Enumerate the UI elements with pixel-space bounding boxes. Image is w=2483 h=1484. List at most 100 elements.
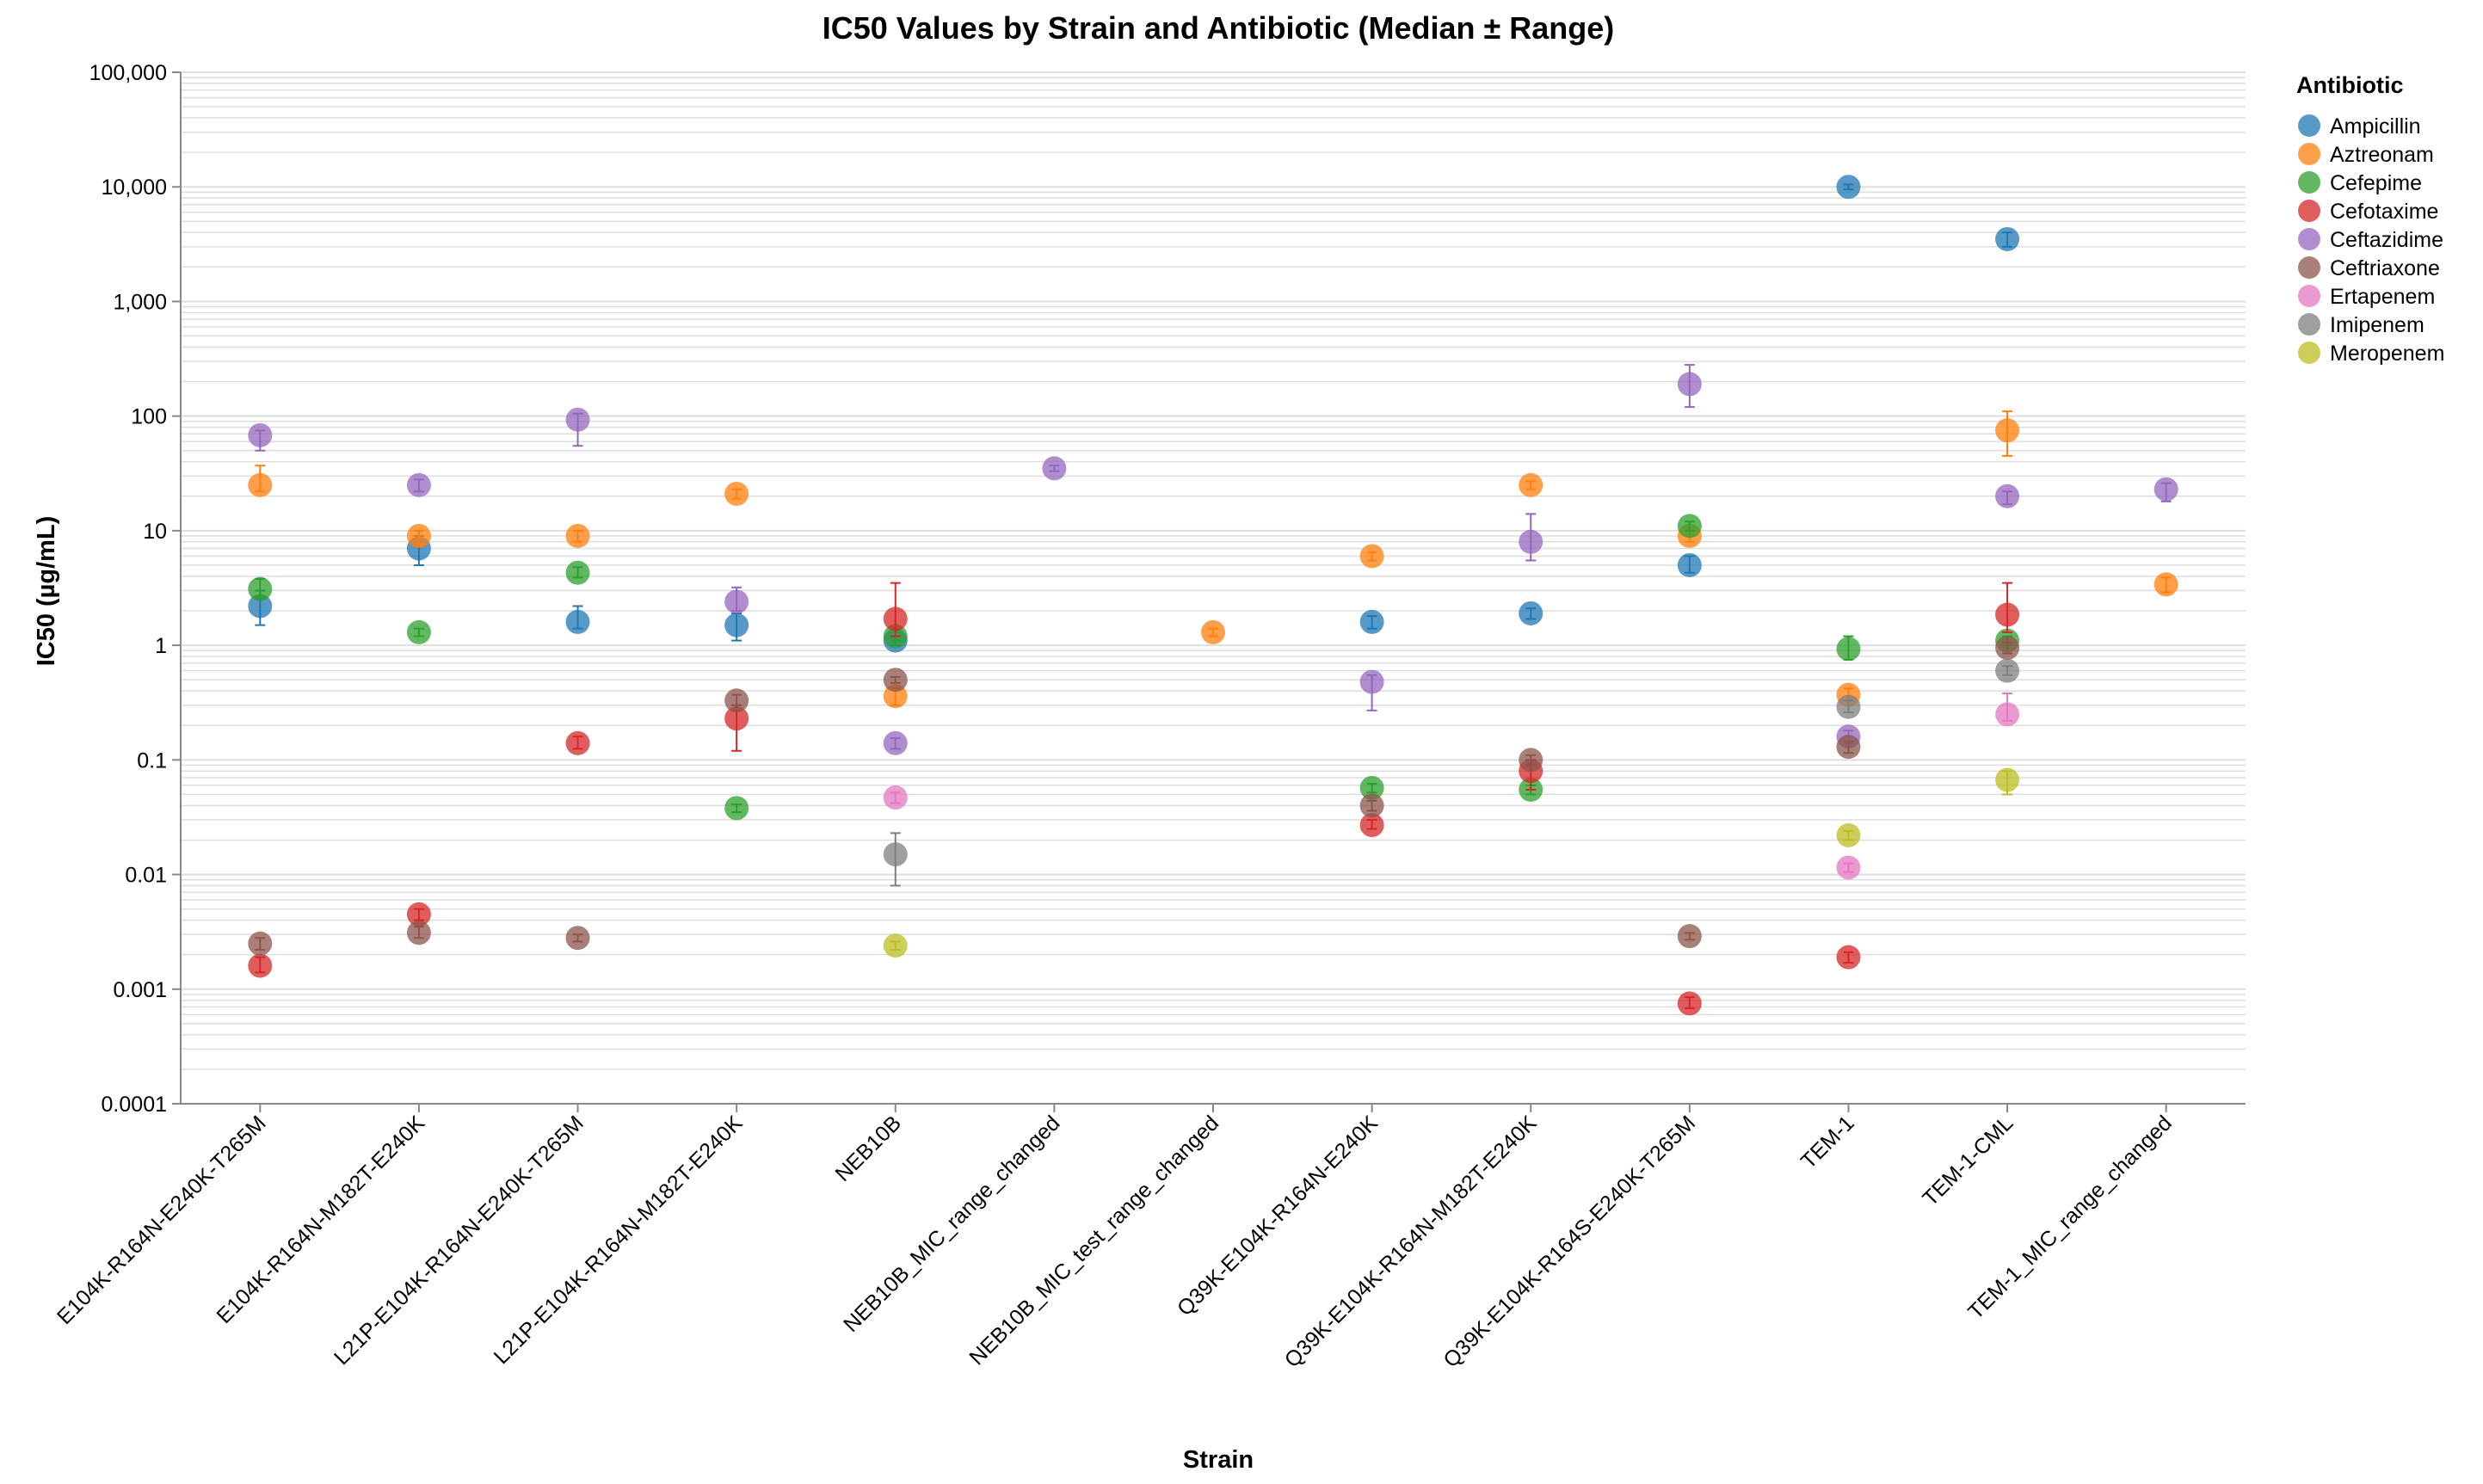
data-point	[565, 730, 590, 755]
data-point	[724, 706, 749, 731]
data-point	[406, 902, 431, 927]
legend-label: Imipenem	[2330, 313, 2424, 337]
legend-symbol	[2298, 256, 2320, 279]
legend-label: Ampicillin	[2330, 114, 2421, 139]
data-point	[565, 609, 590, 634]
legend-symbol	[2298, 285, 2320, 307]
legend: Antibiotic Ampicillin Aztreonam Cefepime Ce…	[2296, 72, 2444, 366]
data-point	[1201, 619, 1225, 644]
data-point	[565, 407, 590, 432]
legend-label: Cefotaxime	[2330, 200, 2438, 224]
y-tick-label: 1	[155, 634, 167, 658]
y-tick-label: 0.0001	[102, 1093, 167, 1117]
data-point	[1995, 767, 2020, 792]
data-point	[1519, 600, 1543, 625]
grid-layer	[181, 71, 2246, 1105]
data-point	[1995, 226, 2020, 251]
data-point	[248, 576, 273, 601]
data-point	[1995, 702, 2020, 727]
data-point	[248, 594, 273, 619]
data-point	[883, 668, 908, 693]
data-point	[724, 589, 749, 614]
data-point	[1359, 813, 1384, 838]
data-point	[565, 926, 590, 951]
data-point	[1359, 793, 1384, 818]
data-point	[406, 523, 431, 548]
data-point	[1836, 175, 1861, 200]
data-point	[406, 619, 431, 644]
y-axis-title: IC50 (µg/mL)	[33, 516, 60, 667]
x-tick-label: NEB10B	[830, 1111, 906, 1186]
data-point	[1677, 924, 1702, 949]
x-tick-label: L21P-E104K-R164N-M182T-E240K	[490, 1111, 748, 1369]
data-point	[406, 472, 431, 497]
data-point	[724, 688, 749, 713]
data-point	[1359, 609, 1384, 634]
legend-label: Aztreonam	[2330, 143, 2434, 167]
legend-label: Meropenem	[2330, 342, 2444, 366]
legend-symbol	[2298, 342, 2320, 364]
y-tick-label: 1,000	[113, 290, 167, 314]
data-point	[883, 607, 908, 631]
data-point	[1995, 418, 2020, 443]
y-tick-label: 10,000	[102, 175, 167, 200]
data-point	[1836, 637, 1861, 662]
data-point	[1359, 544, 1384, 569]
data-point	[1677, 552, 1702, 577]
data-point	[724, 613, 749, 637]
y-tick-label: 0.001	[113, 978, 167, 1002]
y-tick-label: 100,000	[89, 61, 167, 85]
legend-symbol	[2298, 114, 2320, 137]
data-point	[1677, 372, 1702, 397]
legend-label: Ceftazidime	[2330, 228, 2443, 252]
data-point	[1677, 991, 1702, 1016]
data-point	[1519, 472, 1543, 497]
x-tick-label: L21P-E104K-R164N-E240K-T265M	[330, 1111, 588, 1370]
data-point	[2153, 477, 2178, 502]
y-tick-label: 0.01	[125, 864, 167, 888]
legend-symbol	[2298, 143, 2320, 165]
x-tick-label: NEB10B_MIC_test_range_changed	[964, 1111, 1223, 1370]
data-point	[1359, 775, 1384, 800]
marks-layer	[248, 175, 2178, 1016]
data-point	[1995, 602, 2020, 627]
data-point	[1836, 735, 1861, 760]
data-point	[248, 422, 273, 447]
data-point	[724, 796, 749, 821]
data-point	[406, 921, 431, 945]
data-point	[883, 730, 908, 755]
data-point	[1836, 694, 1861, 719]
data-point	[1995, 658, 2020, 683]
data-point	[1836, 822, 1861, 847]
x-tick-label: Q39K-E104K-R164S-E240K-T265M	[1439, 1111, 1700, 1372]
legend-label: Cefepime	[2330, 171, 2422, 195]
data-point	[1995, 636, 2020, 661]
data-point	[883, 785, 908, 810]
data-point	[248, 931, 273, 956]
y-tick-label: 100	[131, 405, 167, 429]
axes-layer: 100,000 10,000 1,000 100 10 1 0.1 0.01 0.001 0.00…	[52, 61, 2246, 1372]
data-point	[2153, 572, 2178, 597]
legend-symbol	[2298, 228, 2320, 250]
data-point	[1042, 456, 1067, 481]
x-tick-label: Q39K-E104K-R164N-M182T-E240K	[1280, 1111, 1542, 1372]
data-point	[883, 933, 908, 958]
chart-title: IC50 Values by Strain and Antibiotic (Me…	[823, 10, 1615, 46]
data-point	[565, 523, 590, 548]
data-point	[1519, 529, 1543, 554]
data-point	[724, 481, 749, 506]
x-tick-label: TEM-1	[1796, 1111, 1859, 1173]
data-point	[565, 560, 590, 585]
x-axis-title: Strain	[1183, 1446, 1254, 1474]
data-point	[1836, 945, 1861, 970]
data-point	[1995, 483, 2020, 508]
data-point	[1836, 855, 1861, 880]
legend-title: Antibiotic	[2296, 72, 2403, 98]
data-point	[1519, 748, 1543, 773]
y-tick-label: 0.1	[137, 748, 167, 773]
data-point	[248, 953, 273, 978]
legend-symbol	[2298, 200, 2320, 222]
data-point	[1359, 669, 1384, 694]
legend-label: Ceftriaxone	[2330, 256, 2440, 280]
